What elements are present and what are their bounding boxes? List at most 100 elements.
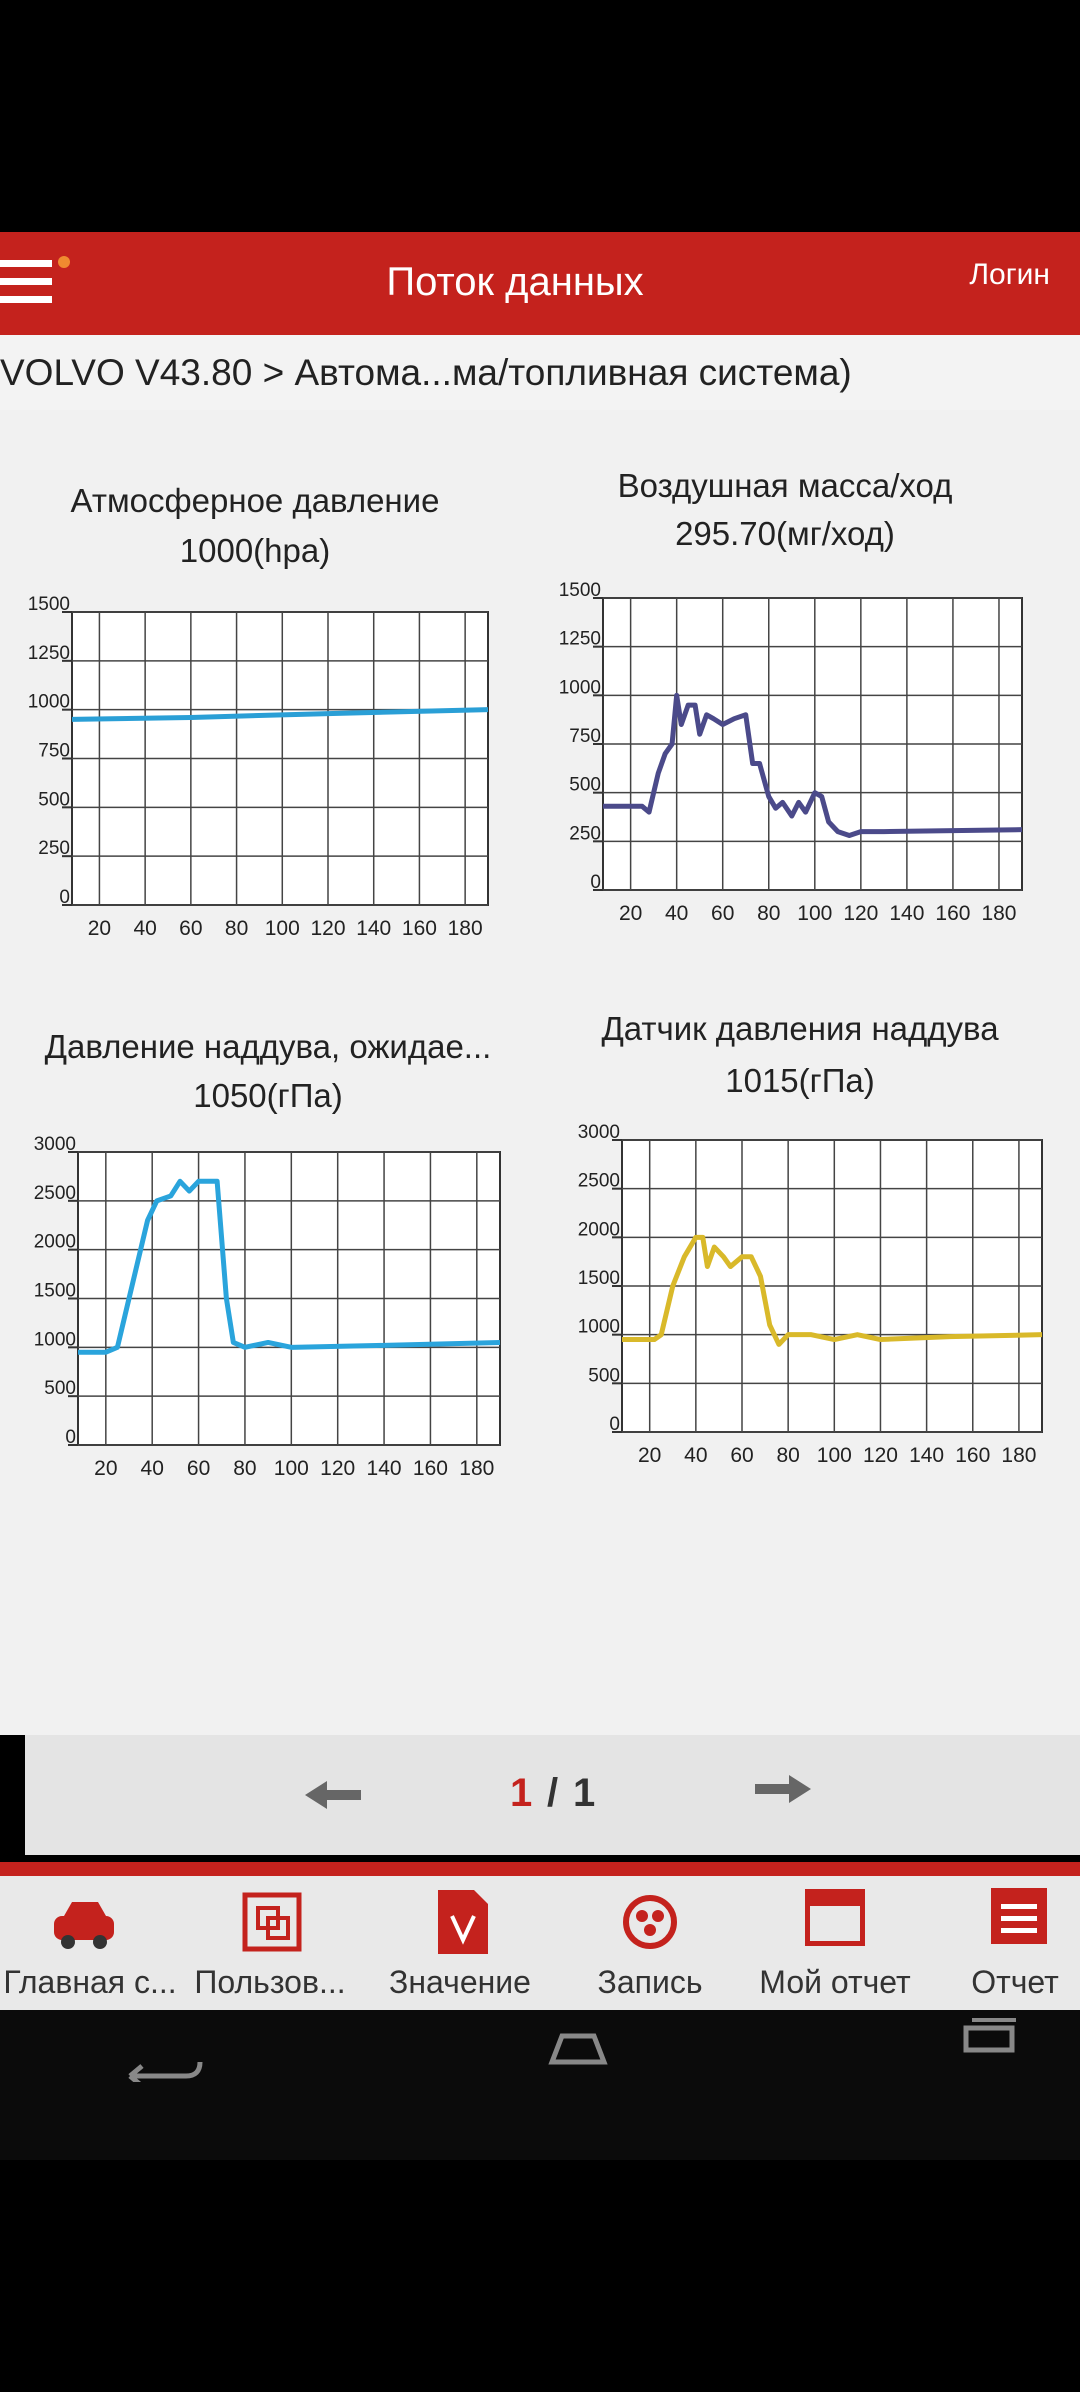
- login-button[interactable]: Логин: [969, 258, 1050, 291]
- y-tick-label: 250: [38, 838, 70, 859]
- y-tick-label: 2000: [578, 1219, 620, 1240]
- x-tick-label: 20: [94, 1457, 117, 1480]
- x-tick-label: 160: [402, 917, 437, 940]
- report-icon: [991, 1888, 1047, 1944]
- x-tick-label: 180: [448, 917, 483, 940]
- recents-button[interactable]: [960, 2014, 1020, 2054]
- y-tick-label: 1500: [34, 1281, 76, 1302]
- data-line: [622, 1234, 1043, 1347]
- x-tick-label: 60: [187, 1457, 210, 1480]
- chart-title: Воздушная масса/ход: [618, 467, 953, 504]
- app-header: Поток данных Логин: [0, 232, 1080, 335]
- x-tick-label: 80: [776, 1444, 799, 1467]
- y-tick-label: 1000: [578, 1317, 620, 1338]
- x-tick-label: 140: [909, 1444, 944, 1467]
- y-tick-label: 500: [588, 1365, 620, 1386]
- x-tick-label: 80: [757, 902, 780, 925]
- y-tick-label: 500: [38, 789, 70, 810]
- x-tick-label: 180: [459, 1457, 494, 1480]
- home-button[interactable]: [548, 2030, 608, 2066]
- chart-value: 1000(hpa): [180, 532, 330, 569]
- pager: 1 / 1: [25, 1735, 1080, 1855]
- x-tick-label: 40: [141, 1457, 164, 1480]
- y-tick-label: 2000: [34, 1232, 76, 1253]
- x-tick-label: 180: [981, 902, 1016, 925]
- value-icon: [438, 1890, 488, 1954]
- y-tick-label: 1250: [559, 629, 601, 650]
- menu-icon[interactable]: [0, 254, 70, 314]
- y-tick-label: 3000: [578, 1122, 620, 1143]
- total-pages: 1: [573, 1771, 596, 1815]
- chart-title: Атмосферное давление: [71, 482, 440, 519]
- y-tick-label: 0: [59, 887, 70, 908]
- bottom-nav: Главная с... Пользов... Значение Запись …: [0, 1862, 1080, 2010]
- calendar-icon: [805, 1889, 865, 1946]
- back-button[interactable]: [120, 2032, 210, 2082]
- chart-value: 295.70(мг/ход): [675, 515, 895, 552]
- breadcrumb: VOLVO V43.80 > Автома...ма/топливная сис…: [0, 335, 1080, 410]
- next-arrow[interactable]: [755, 1771, 815, 1807]
- nav-label: Запись: [597, 1964, 703, 2000]
- nav-label: Отчет: [971, 1964, 1059, 2000]
- x-tick-label: 100: [817, 1444, 852, 1467]
- y-tick-label: 500: [569, 775, 601, 796]
- data-line: [603, 692, 1023, 838]
- prev-arrow[interactable]: [305, 1777, 365, 1813]
- car-icon: [54, 1902, 114, 1949]
- x-tick-label: 160: [413, 1457, 448, 1480]
- x-tick-label: 80: [233, 1457, 256, 1480]
- system-nav-bar: [0, 2010, 1080, 2160]
- x-tick-label: 60: [730, 1444, 753, 1467]
- y-tick-label: 1250: [28, 643, 70, 664]
- y-tick-label: 0: [609, 1414, 620, 1435]
- y-tick-label: 1000: [559, 677, 601, 698]
- x-tick-label: 80: [225, 917, 248, 940]
- y-tick-label: 1500: [559, 580, 601, 601]
- x-tick-label: 120: [320, 1457, 355, 1480]
- nav-label: Мой отчет: [759, 1964, 911, 2000]
- x-tick-label: 40: [133, 917, 156, 940]
- y-tick-label: 2500: [578, 1171, 620, 1192]
- y-tick-label: 1000: [28, 692, 70, 713]
- x-tick-label: 100: [797, 902, 832, 925]
- y-tick-label: 0: [590, 872, 601, 893]
- x-tick-label: 100: [274, 1457, 309, 1480]
- y-tick-label: 1000: [34, 1329, 76, 1350]
- y-tick-label: 2500: [34, 1183, 76, 1204]
- x-tick-label: 140: [356, 917, 391, 940]
- chart-title: Датчик давления наддува: [601, 1010, 999, 1047]
- y-tick-label: 3000: [34, 1134, 76, 1155]
- nav-label: Значение: [389, 1964, 531, 2000]
- nav-label: Пользов...: [194, 1964, 346, 2000]
- y-tick-label: 750: [569, 726, 601, 747]
- x-tick-label: 180: [1001, 1444, 1036, 1467]
- nav-label: Главная с...: [3, 1964, 177, 2000]
- y-tick-label: 0: [65, 1427, 76, 1448]
- x-tick-label: 140: [367, 1457, 402, 1480]
- x-tick-label: 20: [638, 1444, 661, 1467]
- x-tick-label: 40: [684, 1444, 707, 1467]
- x-tick-label: 40: [665, 902, 688, 925]
- page-separator: /: [547, 1771, 559, 1815]
- x-tick-label: 120: [863, 1444, 898, 1467]
- x-tick-label: 100: [265, 917, 300, 940]
- x-tick-label: 160: [935, 902, 970, 925]
- y-tick-label: 500: [44, 1378, 76, 1399]
- header-title: Поток данных: [386, 260, 644, 304]
- chart-value: 1015(гПа): [725, 1062, 875, 1099]
- x-tick-label: 120: [310, 917, 345, 940]
- chart-title: Давление наддува, ожидае...: [45, 1028, 492, 1065]
- y-tick-label: 1500: [578, 1268, 620, 1289]
- x-tick-label: 20: [619, 902, 642, 925]
- y-tick-label: 250: [569, 823, 601, 844]
- x-tick-label: 60: [179, 917, 202, 940]
- data-line: [78, 1178, 501, 1355]
- x-tick-label: 60: [711, 902, 734, 925]
- user-icon: [242, 1892, 302, 1952]
- data-line: [71, 707, 489, 722]
- y-tick-label: 1500: [28, 594, 70, 615]
- x-tick-label: 20: [88, 917, 111, 940]
- x-tick-label: 120: [843, 902, 878, 925]
